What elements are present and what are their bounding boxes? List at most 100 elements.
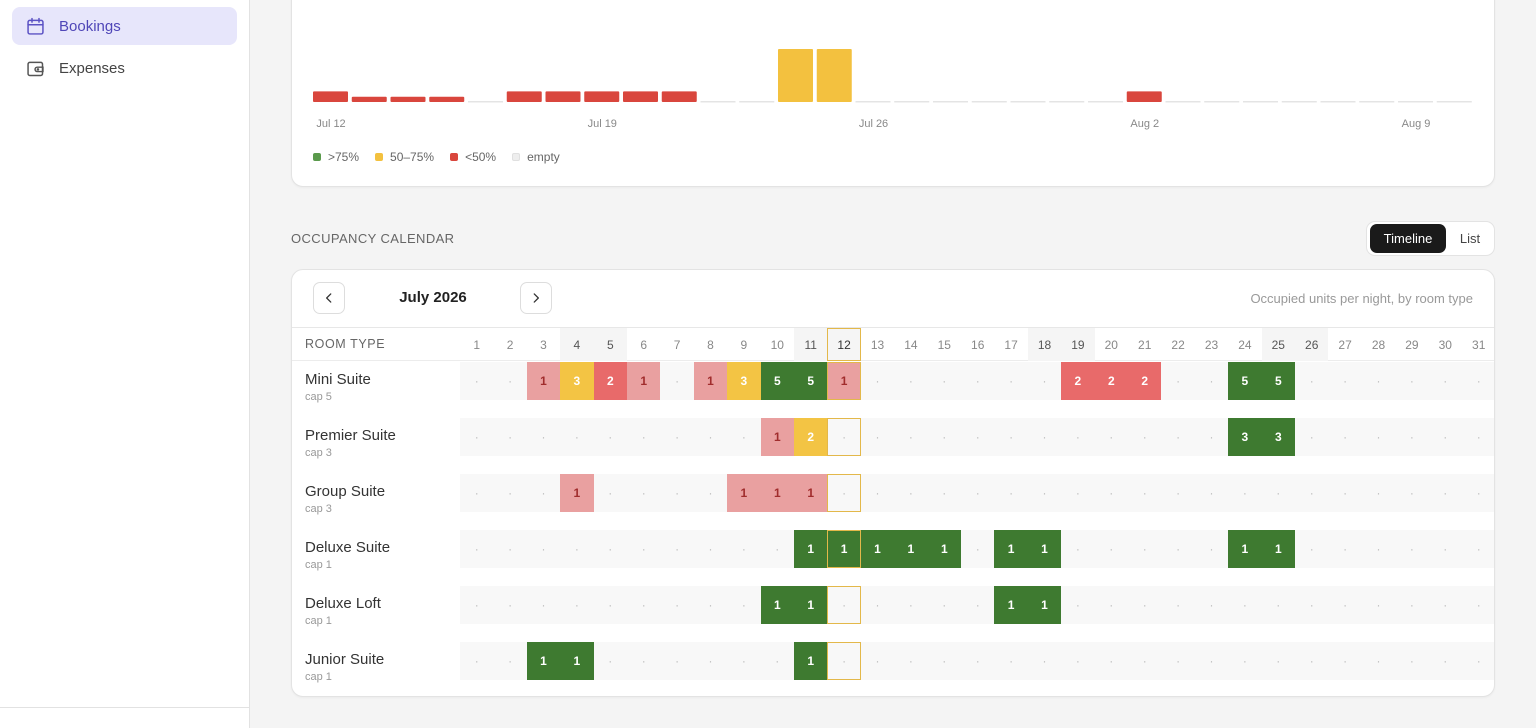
empty-night-cell[interactable] [493,474,526,512]
empty-night-cell[interactable] [928,474,961,512]
empty-night-cell[interactable] [1429,474,1462,512]
empty-night-cell[interactable] [1161,586,1194,624]
chart-bar[interactable] [429,96,465,102]
empty-night-cell[interactable] [660,474,693,512]
empty-night-cell[interactable] [928,642,961,680]
empty-night-cell[interactable] [1295,642,1328,680]
occupancy-cell[interactable]: 1 [994,530,1028,568]
empty-night-cell[interactable] [1395,642,1428,680]
empty-night-cell[interactable] [627,642,660,680]
empty-night-cell[interactable] [660,418,693,456]
empty-night-cell[interactable] [961,418,994,456]
empty-night-cell[interactable] [1128,418,1161,456]
occupancy-cell[interactable]: 1 [693,362,728,400]
empty-night-cell[interactable] [928,586,961,624]
empty-night-cell[interactable] [493,530,526,568]
empty-night-cell[interactable] [994,362,1027,400]
empty-night-cell[interactable] [493,642,526,680]
empty-night-cell[interactable] [694,418,727,456]
empty-night-cell[interactable] [761,530,794,568]
empty-night-cell[interactable] [1028,362,1061,400]
empty-night-cell[interactable] [627,418,660,456]
empty-night-cell[interactable] [1462,362,1494,400]
occupancy-cell[interactable]: 1 [894,530,928,568]
empty-night-cell[interactable] [1295,418,1328,456]
chart-bar[interactable] [351,96,387,102]
empty-night-cell[interactable] [1462,418,1494,456]
empty-night-cell[interactable] [1028,418,1061,456]
occupancy-cell[interactable]: 1 [526,362,561,400]
occupancy-cell[interactable]: 1 [827,530,861,568]
empty-night-cell[interactable] [1095,474,1128,512]
empty-night-cell[interactable] [961,530,994,568]
empty-night-cell[interactable] [1429,362,1462,400]
empty-night-cell[interactable] [861,586,894,624]
empty-night-cell[interactable] [1095,586,1128,624]
chart-bar[interactable] [1126,91,1162,102]
occupancy-cell[interactable]: 1 [560,474,594,512]
chart-bar[interactable] [313,91,348,102]
empty-night-cell[interactable] [1462,530,1494,568]
occupancy-cell[interactable]: 3 [1228,418,1262,456]
empty-night-cell[interactable] [894,362,927,400]
empty-night-cell[interactable] [894,642,927,680]
chart-bar[interactable] [661,91,697,102]
empty-night-cell[interactable] [861,362,894,400]
empty-night-cell[interactable] [727,418,760,456]
occupancy-cell[interactable]: 2 [1061,362,1095,400]
empty-night-cell[interactable] [627,586,660,624]
empty-night-cell[interactable] [1262,474,1295,512]
empty-night-cell[interactable] [560,586,593,624]
empty-night-cell[interactable] [627,530,660,568]
occupancy-cell[interactable]: 1 [1027,530,1062,568]
empty-night-cell[interactable] [1328,530,1361,568]
empty-night-cell[interactable] [594,642,627,680]
empty-night-cell[interactable] [560,530,593,568]
empty-night-cell[interactable] [1462,586,1494,624]
occupancy-cell[interactable]: 2 [794,418,828,456]
empty-night-cell[interactable] [1295,586,1328,624]
occupancy-cell[interactable]: 1 [1228,530,1262,568]
empty-night-cell[interactable] [1395,362,1428,400]
empty-night-cell[interactable] [1161,530,1194,568]
occupancy-cell[interactable]: 1 [827,362,861,400]
empty-night-cell[interactable] [994,642,1027,680]
occupancy-cell[interactable]: 1 [794,586,828,624]
empty-night-cell[interactable] [1395,530,1428,568]
empty-night-cell[interactable] [1328,642,1361,680]
empty-night-cell[interactable] [1362,474,1395,512]
empty-night-cell[interactable] [1195,530,1228,568]
occupancy-cell[interactable]: 5 [794,362,828,400]
empty-night-cell[interactable] [1061,474,1094,512]
empty-night-cell[interactable] [1362,642,1395,680]
empty-night-cell[interactable] [1429,418,1462,456]
empty-night-cell[interactable] [527,586,560,624]
empty-night-cell[interactable] [894,474,927,512]
empty-night-cell[interactable] [961,642,994,680]
empty-night-cell[interactable] [1228,474,1261,512]
empty-night-cell[interactable] [961,474,994,512]
empty-night-cell[interactable] [527,418,560,456]
empty-night-cell[interactable] [660,362,693,400]
empty-night-cell[interactable] [894,418,927,456]
empty-night-cell[interactable] [493,418,526,456]
empty-night-cell[interactable] [1395,586,1428,624]
chart-bar[interactable] [506,91,542,102]
empty-night-cell[interactable] [1161,474,1194,512]
empty-night-cell[interactable] [594,586,627,624]
occupancy-cell[interactable]: 1 [1027,586,1062,624]
occupancy-cell[interactable]: 5 [1228,362,1262,400]
sidebar-item-expenses[interactable]: Expenses [12,49,237,87]
sidebar-item-bookings[interactable]: Bookings [12,7,237,45]
empty-night-cell[interactable] [1195,474,1228,512]
timeline-view-button[interactable]: Timeline [1370,224,1446,253]
empty-night-cell[interactable] [694,530,727,568]
empty-night-cell[interactable] [861,474,894,512]
empty-night-cell[interactable] [1429,642,1462,680]
empty-night-cell[interactable] [1395,474,1428,512]
empty-night-cell[interactable] [1462,474,1494,512]
occupancy-cell[interactable]: 1 [794,642,828,680]
empty-night-cell[interactable] [1028,642,1061,680]
occupancy-cell[interactable]: 1 [994,586,1028,624]
empty-night-cell[interactable] [1328,474,1361,512]
